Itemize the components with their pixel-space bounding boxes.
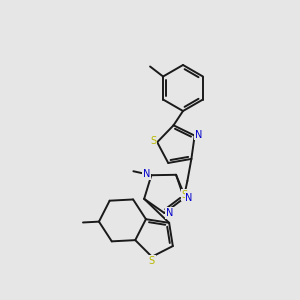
Text: N: N (185, 193, 193, 203)
Text: N: N (166, 208, 173, 218)
Text: N: N (195, 130, 202, 140)
Text: S: S (181, 190, 188, 200)
Text: N: N (143, 169, 150, 179)
Text: S: S (150, 136, 156, 146)
Text: S: S (149, 256, 155, 266)
